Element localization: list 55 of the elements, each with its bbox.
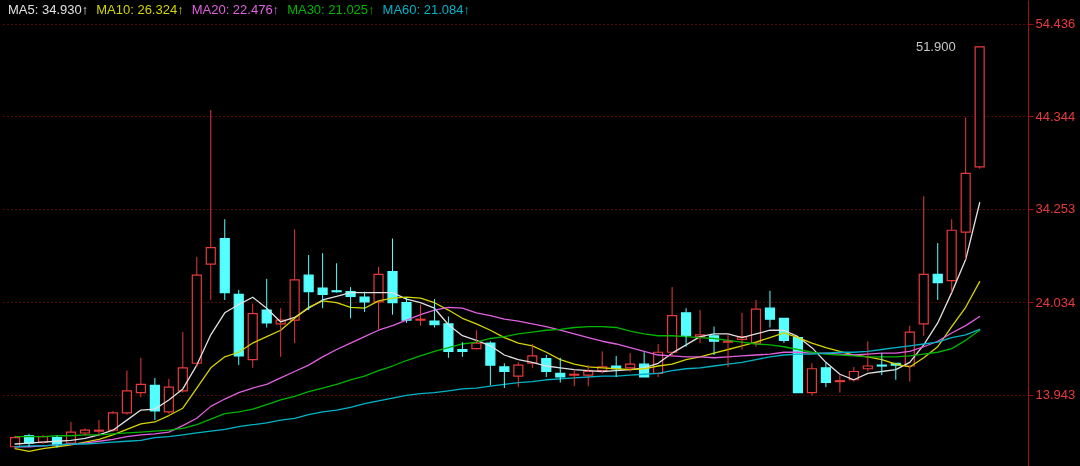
text: MA20: 22.476↑ [191,2,280,17]
text: MA30: 21.025↑ [287,2,375,17]
candlestick [764,290,776,328]
candlestick [499,362,510,389]
candlestick [932,242,943,301]
candlestick [834,374,845,394]
candlestick [583,364,594,387]
candlestick [219,218,230,301]
y-tick-label: 44.344 [1035,108,1076,124]
candlestick [974,46,985,170]
candlestick [177,331,188,394]
candlestick [289,228,300,344]
candlestick [750,299,762,348]
line-series [14,280,981,452]
candlestick [820,361,831,388]
candlestick [387,238,398,316]
candlestick [205,109,216,301]
text: MA60: 21.084↑ [382,2,471,17]
candlestick [862,340,873,373]
y-tick-label: 13.943 [1035,387,1076,403]
candlestick [415,304,426,327]
candlestick [317,252,328,309]
candlestick [680,307,692,348]
candlestick [876,352,887,376]
candlestick [471,329,482,350]
candlestick [401,296,412,324]
candlestick [443,315,454,359]
candlestick [373,266,384,330]
text: MA10: 26.324↑ [96,2,184,17]
candlestick [79,427,91,437]
candlestick [121,370,132,416]
candlestick [960,116,971,261]
candlestick [135,357,146,398]
candlestick [163,378,174,415]
candlestick [457,341,468,358]
candlestick [247,303,258,369]
candlestick [513,361,524,388]
y-tick-label: 24.034 [1035,294,1076,310]
candlestick [946,218,957,294]
annotation: 51.900 [915,38,956,54]
candlestick [303,254,314,311]
candlestick [667,286,678,358]
candlestick [331,262,342,293]
candlestick [149,377,160,421]
candlestick [93,419,105,436]
candlestick [555,357,566,384]
y-tick-label: 54.436 [1035,16,1076,32]
text: MA5: 34.930↑ [8,2,89,17]
line-series [14,202,981,445]
candlestick [191,256,202,368]
candlestick [806,362,818,396]
candlestick [485,340,496,386]
y-tick-label: 34.253 [1035,201,1076,217]
candlestick [107,410,119,433]
candlestick [918,195,929,337]
